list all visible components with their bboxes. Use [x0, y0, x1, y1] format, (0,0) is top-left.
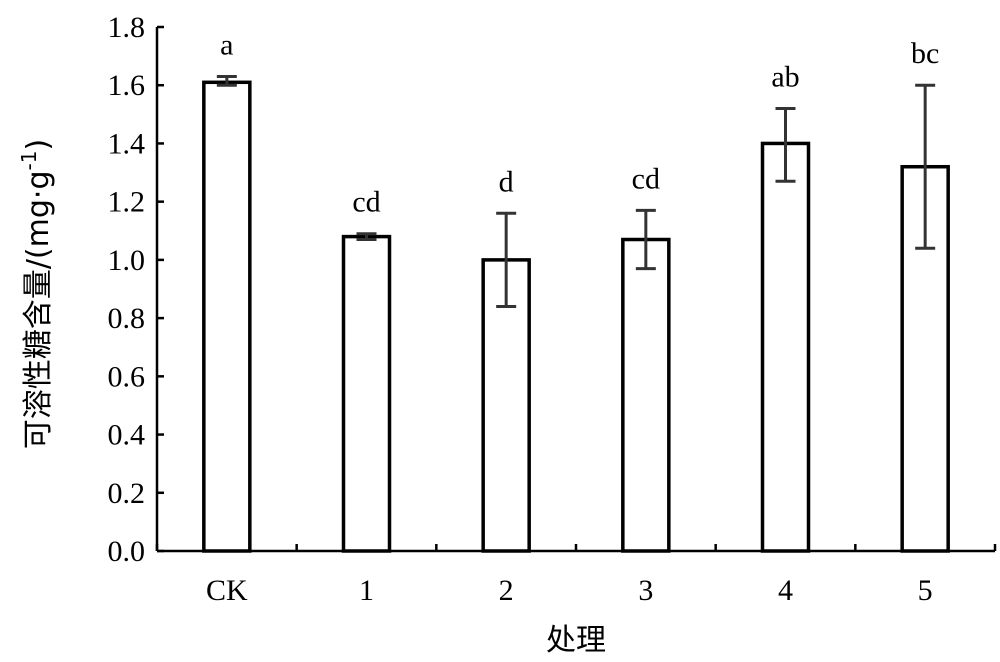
y-tick-label: 0.8	[108, 302, 146, 335]
bar-CK	[202, 80, 252, 553]
error-bars	[216, 74, 936, 308]
y-axis-title-close: )	[21, 139, 56, 151]
bars	[202, 80, 950, 553]
significance-label: cd	[632, 162, 660, 195]
y-axis-title-main: 可溶性糖含量/(mg·g	[21, 171, 56, 450]
significance-label: a	[220, 28, 233, 61]
y-axis-title: 可溶性糖含量/(mg·g-1)	[17, 139, 56, 449]
y-axis-ticks: 0.0 0.2 0.4 0.6 0.8 1.0 1.2 1.4 1.6 1.8	[108, 11, 164, 568]
bar-1	[341, 234, 392, 553]
significance-labels: a cd d cd ab bc	[220, 28, 939, 218]
x-axis-ticks: CK 1 2 3 4 5	[155, 544, 997, 607]
bar-3	[621, 237, 671, 553]
y-tick-label: 1.4	[108, 127, 146, 160]
x-axis-title: 处理	[546, 623, 606, 658]
y-axis-title-superscript: -1	[17, 151, 41, 171]
x-tick-label: 5	[918, 574, 933, 607]
x-tick-label: 4	[778, 574, 793, 607]
significance-label: d	[499, 165, 514, 198]
significance-label: cd	[352, 186, 380, 219]
significance-label: ab	[771, 61, 799, 94]
bar-4	[760, 141, 811, 553]
x-tick-label: 3	[638, 574, 653, 607]
y-tick-label: 1.2	[108, 186, 146, 219]
y-tick-label: 0.0	[108, 535, 146, 568]
y-tick-label: 1.6	[108, 69, 146, 102]
y-tick-label: 0.2	[108, 477, 146, 510]
y-tick-label: 0.4	[108, 419, 146, 452]
y-tick-label: 0.6	[108, 360, 146, 393]
y-tick-label: 1.8	[108, 11, 146, 44]
x-tick-label: 1	[359, 574, 374, 607]
significance-label: bc	[911, 37, 939, 70]
x-tick-label: CK	[206, 574, 248, 607]
x-tick-label: 2	[499, 574, 514, 607]
y-tick-label: 1.0	[108, 244, 146, 277]
